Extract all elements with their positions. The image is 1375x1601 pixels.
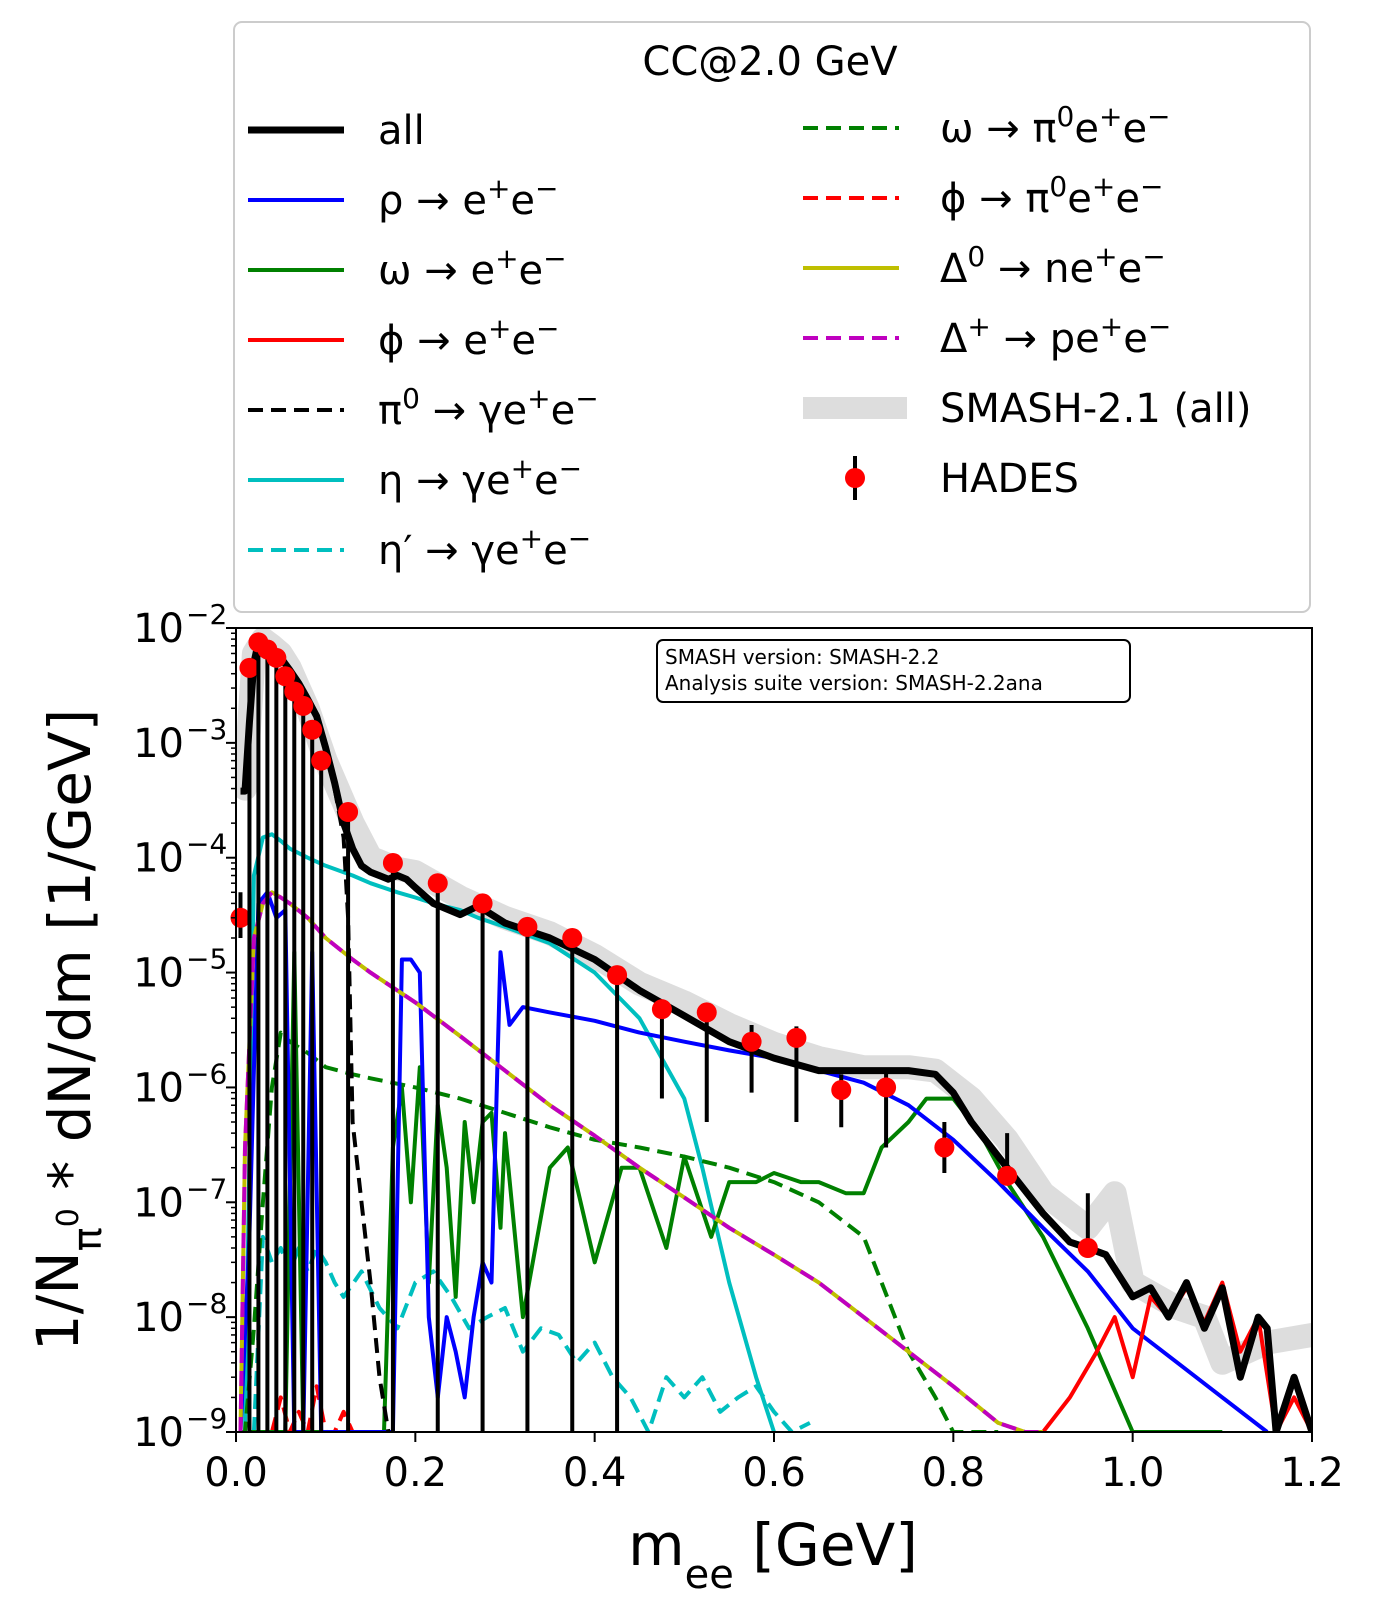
series-deltap-line <box>238 890 1043 1432</box>
legend-label: ρ → e+e− <box>378 172 559 225</box>
legend-label: ω → π0e+e− <box>940 100 1171 153</box>
hades-point <box>382 852 403 873</box>
hades-point <box>997 1165 1018 1186</box>
y-tick-label: 10 <box>133 1065 184 1111</box>
hades-point <box>311 750 332 771</box>
y-tick-exponent: −5 <box>186 943 227 976</box>
legend-entry-left-6: η′ → γe+e− <box>248 522 591 575</box>
y-tick-label: 10 <box>133 836 184 882</box>
hades-point <box>284 681 305 702</box>
annotation-line-1: SMASH version: SMASH-2.2 <box>665 645 939 669</box>
y-tick-exponent: −6 <box>186 1057 227 1090</box>
hades-point <box>741 1031 762 1052</box>
x-tick-label: 1.0 <box>1101 1450 1165 1496</box>
hades-point <box>876 1077 897 1098</box>
legend-entry-left-5: η → γe+e− <box>248 452 582 505</box>
legend-label: SMASH-2.1 (all) <box>940 386 1251 432</box>
x-tick-label: 0.2 <box>384 1450 448 1496</box>
y-tick-label: 10 <box>133 1410 184 1456</box>
x-axis-label: mee [GeV] <box>628 1511 918 1598</box>
plot-frame <box>235 627 1313 1433</box>
y-tick-exponent: −8 <box>186 1287 227 1320</box>
legend-entry-right-0: ω → π0e+e− <box>803 100 1171 153</box>
y-tick-exponent: −3 <box>186 713 227 746</box>
legend-entry-left-3: ϕ → e+e− <box>248 312 560 365</box>
hades-point <box>302 719 323 740</box>
y-tick-label: 10 <box>133 721 184 767</box>
y-tick-label: 10 <box>133 1180 184 1226</box>
y-tick-exponent: −2 <box>186 598 227 631</box>
y-tick-label: 10 <box>133 606 184 652</box>
legend-label: HADES <box>940 456 1079 502</box>
legend-label: η′ → γe+e− <box>378 522 591 575</box>
legend-label: η → γe+e− <box>378 452 582 505</box>
hades-point <box>696 1002 717 1023</box>
hades-point <box>472 893 493 914</box>
hades-point <box>786 1027 807 1048</box>
series-smash21-band <box>236 628 1312 1375</box>
legend-label: all <box>378 108 425 154</box>
series-eta-line <box>243 832 776 1432</box>
version-annotation: SMASH version: SMASH-2.2 Analysis suite … <box>656 639 1131 703</box>
plot-area: 0.0 0.2 0.4 0.6 0.8 1.0 1.2 10−910−810−710−610… <box>133 598 1344 1496</box>
hades-point <box>607 965 628 986</box>
x-tick-label: 0.4 <box>563 1450 627 1496</box>
hades-point <box>427 873 448 894</box>
y-tick-label: 10 <box>133 951 184 997</box>
legend-entry-left-2: ω → e+e− <box>248 242 567 295</box>
series-pi0-line <box>240 640 391 1432</box>
legend-swatch <box>845 468 865 488</box>
hades-point <box>338 802 359 823</box>
annotation-line-2: Analysis suite version: SMASH-2.2ana <box>665 671 1043 695</box>
x-tick-label: 0.8 <box>922 1450 986 1496</box>
hades-point <box>651 999 672 1020</box>
hades-point <box>266 647 287 668</box>
y-tick-exponent: −9 <box>186 1402 227 1435</box>
hades-point <box>562 927 583 948</box>
hades-point <box>239 657 260 678</box>
y-tick-label: 10 <box>133 1295 184 1341</box>
hades-point <box>293 695 314 716</box>
legend-label: ω → e+e− <box>378 242 567 295</box>
hades-point <box>934 1137 955 1158</box>
hades-point <box>275 666 296 687</box>
y-tick-exponent: −7 <box>186 1172 227 1205</box>
legend-entry-right-4: SMASH-2.1 (all) <box>803 386 1251 432</box>
legend-entry-left-0: all <box>248 108 425 154</box>
hades-point <box>1077 1237 1098 1258</box>
legend-entry-right-5: HADES <box>845 456 1079 502</box>
series-omega-line <box>249 950 1223 1432</box>
x-tick-label: 1.2 <box>1280 1450 1344 1496</box>
y-axis-label: 1/Nπ0 * dN/dm [1/GeV] <box>24 709 111 1351</box>
y-tick-exponent: −4 <box>186 828 227 861</box>
legend-entry-left-1: ρ → e+e− <box>248 172 559 225</box>
legend-frame <box>233 21 1311 613</box>
series-etap-line <box>251 1234 811 1432</box>
hades-point <box>517 916 538 937</box>
legend-title: CC@2.0 GeV <box>642 39 898 85</box>
legend-label: ϕ → e+e− <box>378 312 560 365</box>
annotation-box <box>656 639 1131 703</box>
hades-point <box>831 1079 852 1100</box>
x-tick-label: 0.0 <box>204 1450 268 1496</box>
x-tick-label: 0.6 <box>742 1450 806 1496</box>
